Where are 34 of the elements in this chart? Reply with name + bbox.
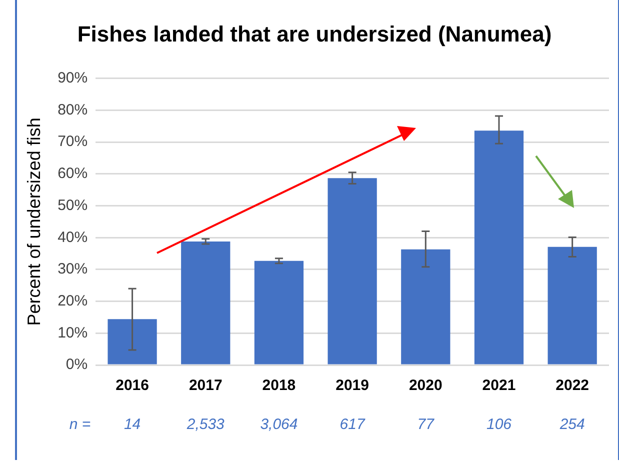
text: 3,064 (260, 416, 298, 434)
text: n = (69, 416, 91, 434)
text: 14 (124, 416, 141, 434)
x-tick-label: 2019 (336, 377, 369, 394)
x-tick-label: 2016 (116, 377, 149, 394)
bar (181, 241, 230, 364)
x-tick-label: 2017 (188, 377, 222, 394)
text: 2,533 (186, 416, 226, 434)
text: 254 (558, 416, 585, 434)
y-tick-label: 70% (58, 133, 88, 150)
text: 77 (417, 416, 435, 434)
bar (254, 260, 304, 364)
x-tick-label: 2020 (408, 377, 442, 394)
x-tick-label: 2022 (556, 377, 590, 394)
y-tick-label: 80% (58, 101, 88, 118)
bar (401, 249, 450, 364)
bar (328, 178, 377, 364)
y-tick-label: 90% (58, 70, 88, 87)
y-tick-label: 50% (58, 196, 88, 214)
y-tick-label: 30% (58, 260, 88, 278)
y-tick-label: 0% (66, 356, 88, 374)
y-axis-title: Percent of undersized fish (24, 118, 44, 326)
x-tick-label: 2018 (262, 377, 296, 394)
y-tick-label: 40% (58, 228, 88, 246)
bar (548, 246, 597, 364)
text: 617 (340, 416, 366, 434)
text: 106 (486, 416, 512, 434)
chart-title: Fishes landed that are undersized (Nanumea) (77, 21, 552, 46)
y-tick-label: 20% (58, 292, 88, 310)
bar (474, 130, 524, 364)
y-tick-label: 10% (58, 324, 88, 342)
x-tick-label: 2021 (482, 377, 516, 394)
bar (108, 319, 157, 364)
y-tick-label: 60% (58, 165, 88, 182)
